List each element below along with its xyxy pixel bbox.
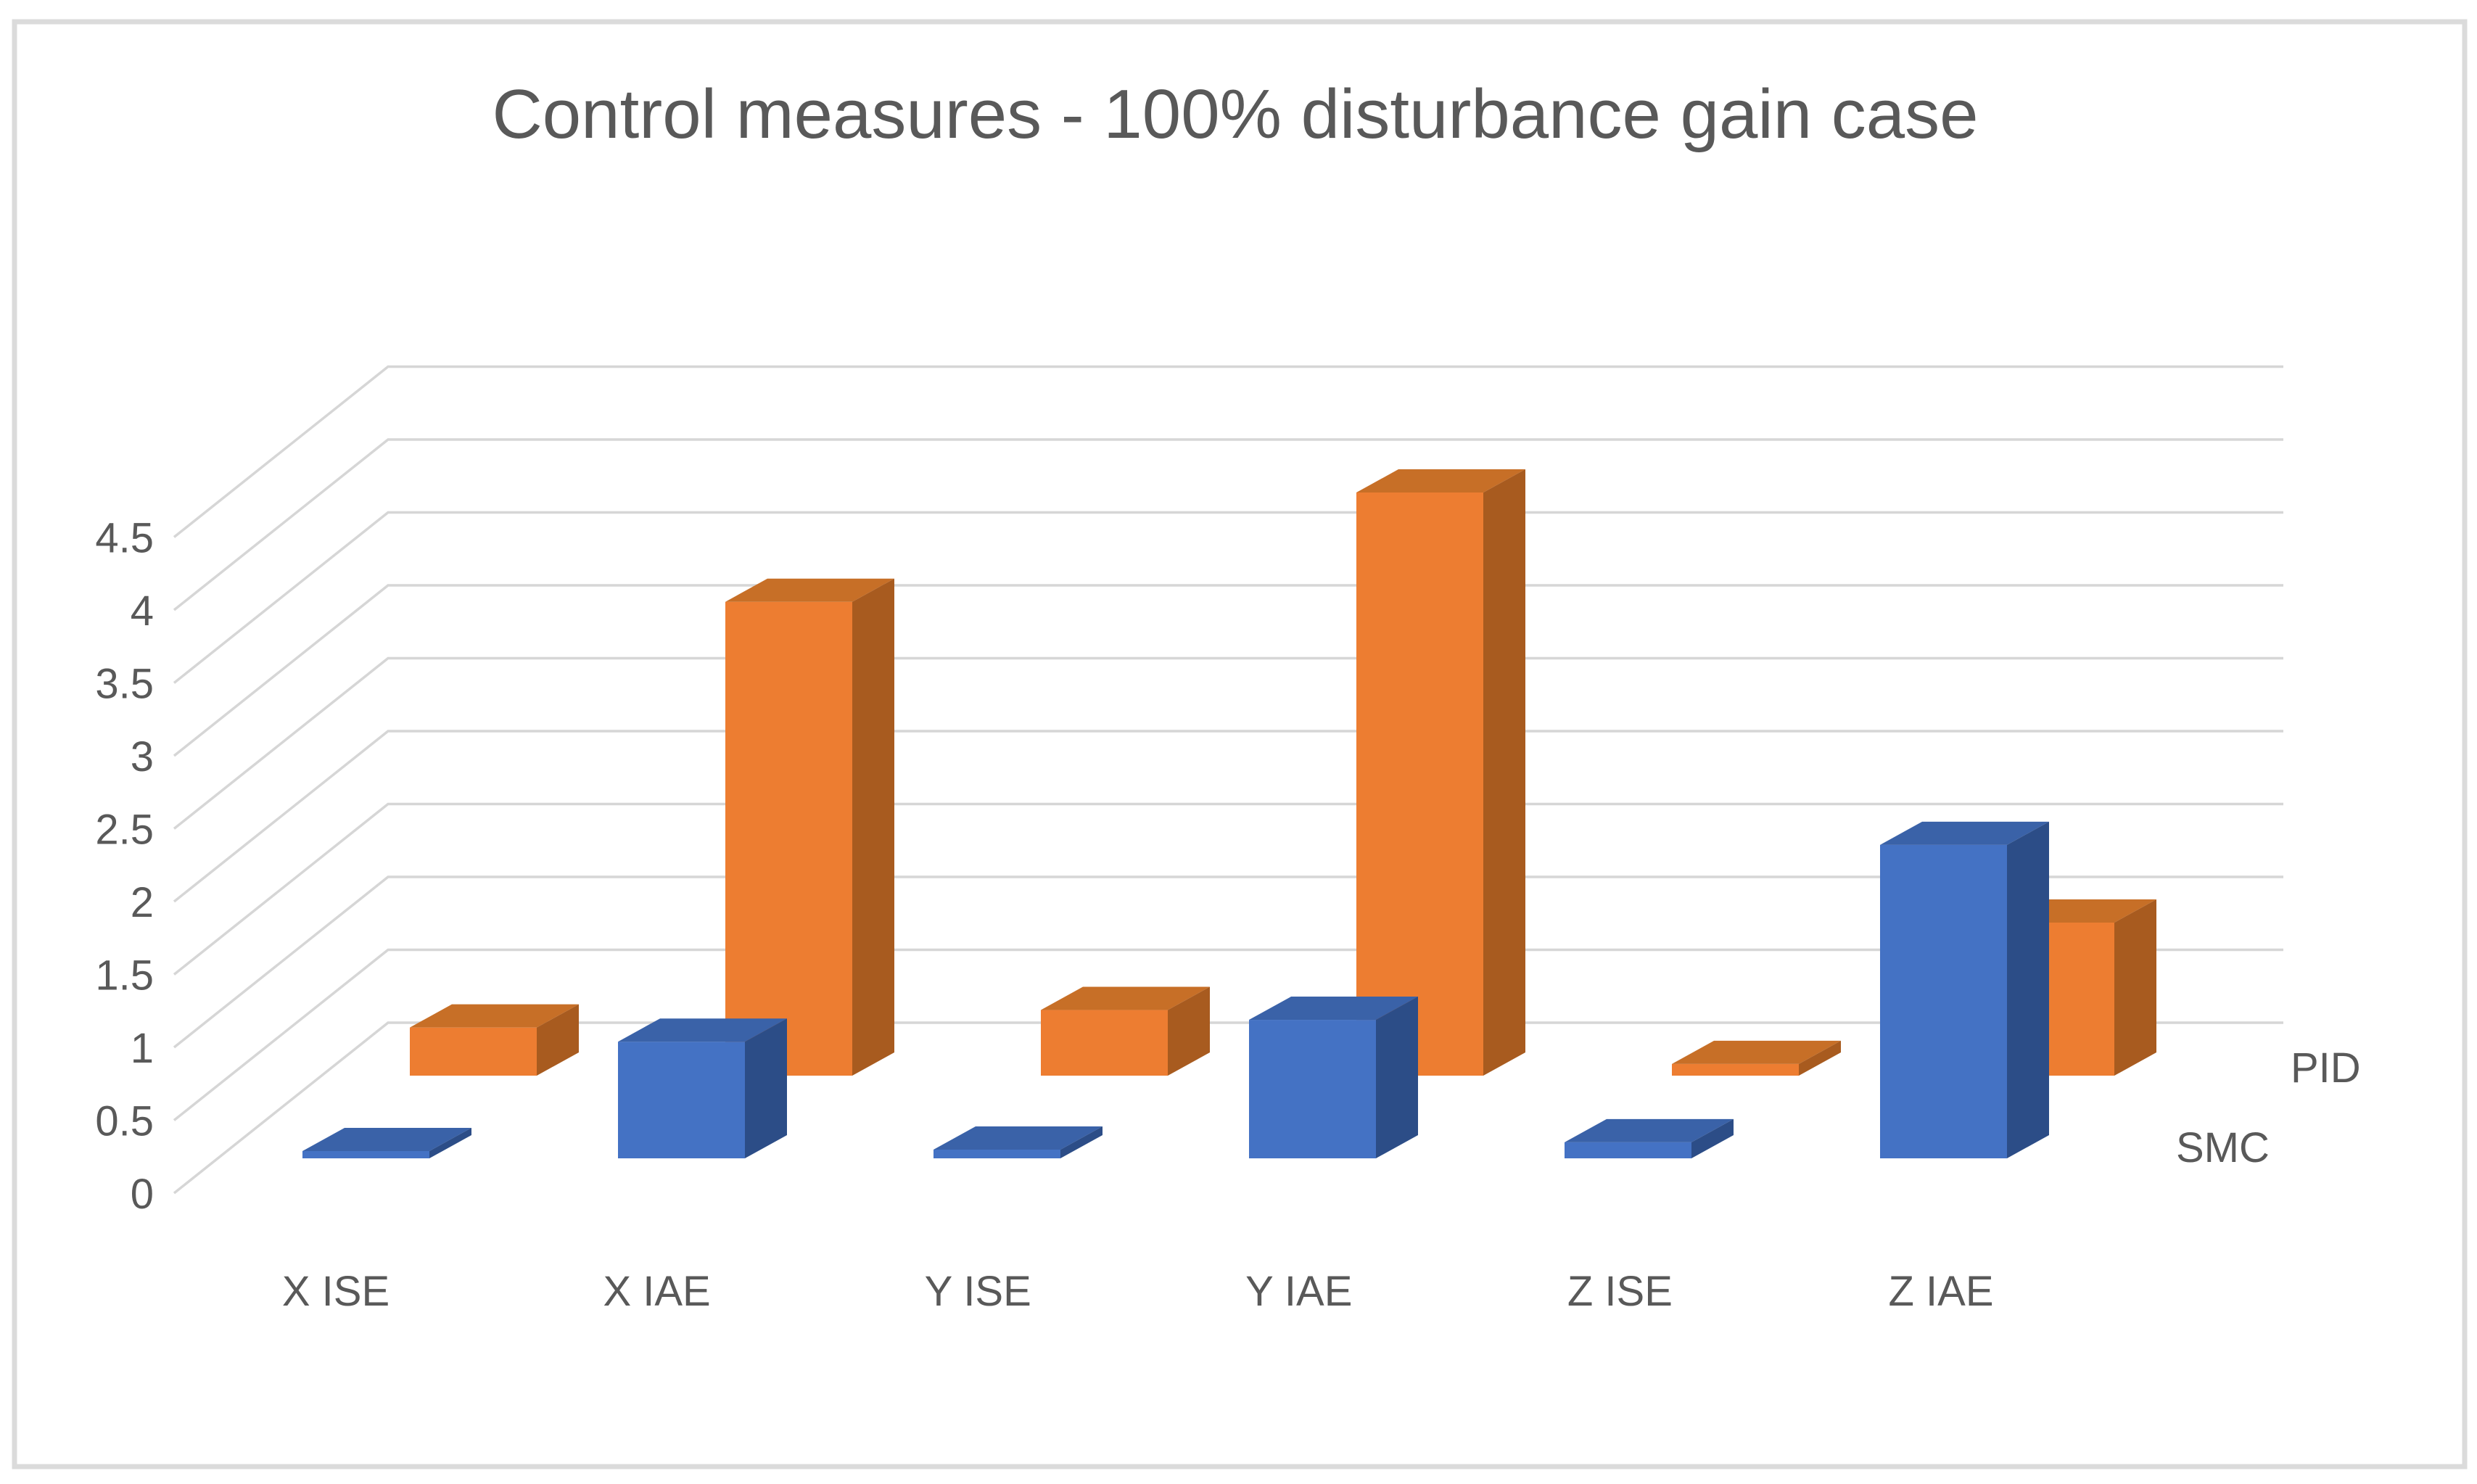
bar-top-face [1880, 821, 2049, 845]
bar-top-face [1565, 1118, 1734, 1142]
category-label: Z ISE [1567, 1268, 1673, 1315]
y-axis-tick-label: 4.5 [95, 515, 154, 562]
bar-top-face [1249, 997, 1418, 1021]
bar-SMC-Y-ISE[interactable] [933, 1126, 1103, 1158]
gridline [173, 656, 2283, 830]
gridline [173, 511, 2283, 684]
category-label: Z IAE [1888, 1268, 1993, 1315]
bar-front-face [410, 1027, 537, 1076]
category-label: Y ISE [925, 1268, 1031, 1315]
bar-side-face [1691, 1118, 1734, 1158]
y-axis-tick-label: 0 [131, 1171, 154, 1218]
bar-side-face [1060, 1126, 1103, 1158]
bar-SMC-Y-IAE[interactable] [1249, 997, 1418, 1158]
gridline [173, 365, 2283, 538]
y-axis-tick-label: 3.5 [95, 661, 154, 708]
bar-PID-Z-ISE[interactable] [1672, 1040, 1841, 1076]
bar-front-face [302, 1150, 429, 1158]
bar-side-face [2114, 899, 2156, 1076]
y-axis-tick-label: 1 [131, 1025, 154, 1072]
bar-side-face [852, 578, 894, 1076]
bar-PID-X-IAE[interactable] [725, 578, 894, 1076]
y-axis-tick-label: 4 [131, 588, 154, 635]
category-label: X IAE [603, 1268, 710, 1315]
gridline [173, 438, 2283, 611]
gridline [173, 1021, 2283, 1195]
bar-side-face [1168, 986, 1210, 1076]
bar-front-face [1565, 1142, 1691, 1158]
gridline [173, 875, 2283, 1049]
gridline [173, 948, 2283, 1121]
bar-front-face [933, 1149, 1060, 1158]
series-label-PID: PID [2291, 1044, 2361, 1092]
bar-top-face [1672, 1040, 1841, 1064]
bar-PID-Y-IAE[interactable] [1356, 469, 1525, 1076]
bar-front-face [618, 1042, 745, 1158]
y-axis-tick-label: 1.5 [95, 952, 154, 999]
bar-top-face [302, 1127, 471, 1151]
bar-side-face [537, 1004, 579, 1076]
bar-top-face [618, 1018, 787, 1042]
bar-front-face [1249, 1020, 1376, 1158]
gridline [173, 730, 2283, 903]
bar-front-face [1880, 844, 2007, 1158]
bar-top-face [933, 1126, 1103, 1150]
bar-side-face [2007, 821, 2049, 1158]
series-axis-labels: SMC PID [2176, 1044, 2361, 1171]
bar-SMC-Z-ISE[interactable] [1565, 1118, 1734, 1158]
value-axis-labels: 0 0.5 1 1.5 2 2.5 3 3.5 4 4.5 [95, 515, 154, 1219]
bar-PID-Y-ISE[interactable] [1041, 986, 1210, 1076]
chart-title: Control measures - 100% disturbance gain… [492, 75, 1978, 153]
bar-front-face [1041, 1010, 1168, 1076]
y-axis-tick-label: 3 [131, 733, 154, 780]
bar-front-face [725, 601, 852, 1076]
category-axis-labels: X ISE X IAE Y ISE Y IAE Z ISE Z IAE [282, 1268, 1994, 1315]
bar-front-face [1672, 1063, 1799, 1076]
bar-top-face [1041, 986, 1210, 1010]
gridline [173, 802, 2283, 976]
bar-SMC-X-ISE[interactable] [302, 1127, 471, 1158]
bar-side-face [429, 1127, 471, 1158]
y-axis-tick-label: 2 [131, 879, 154, 926]
bars-layer [302, 469, 2156, 1158]
bar-SMC-Z-IAE[interactable] [1880, 821, 2049, 1158]
bar-top-face [1356, 469, 1525, 492]
y-axis-tick-label: 2.5 [95, 807, 154, 854]
chart-border [12, 19, 2468, 1469]
bar-side-face [745, 1018, 787, 1158]
bar-top-face [725, 578, 894, 602]
gridlines-layer [173, 365, 2283, 1195]
gridline [173, 584, 2283, 757]
bar-side-face [1483, 469, 1525, 1076]
bar-side-face [1799, 1040, 1841, 1076]
bar-SMC-X-IAE[interactable] [618, 1018, 787, 1158]
category-label: X ISE [282, 1268, 390, 1315]
y-axis-tick-label: 0.5 [95, 1098, 154, 1145]
bar-top-face [410, 1004, 579, 1028]
category-label: Y IAE [1245, 1268, 1352, 1315]
bar-side-face [1376, 997, 1418, 1158]
series-label-SMC: SMC [2176, 1124, 2270, 1171]
bar-PID-X-ISE[interactable] [410, 1004, 579, 1076]
bar-front-face [1356, 492, 1483, 1076]
